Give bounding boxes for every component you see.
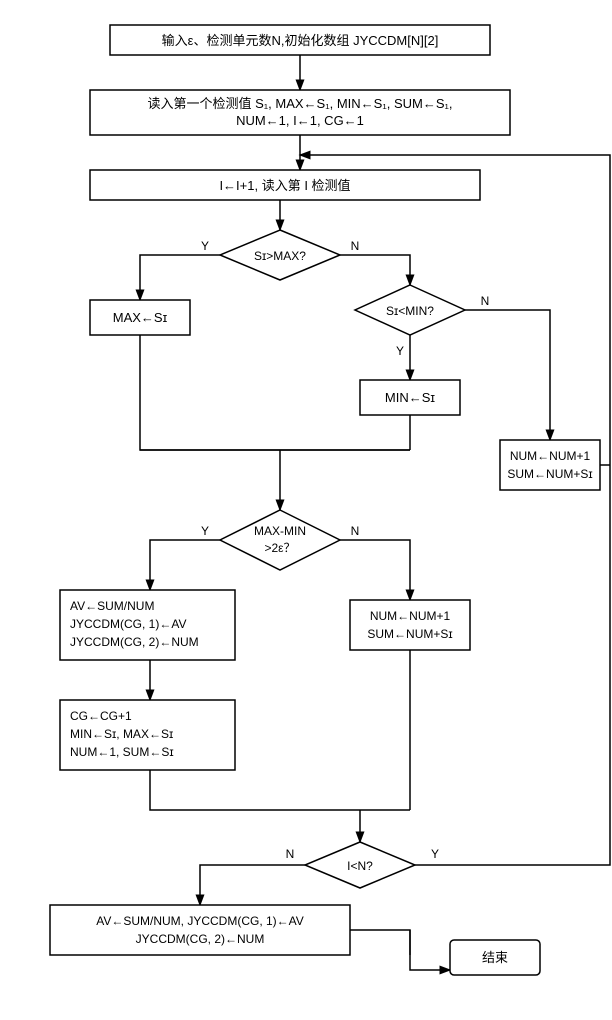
- node-final-t2: JYCCDM(CG, 2)←NUM: [136, 932, 265, 946]
- node-accum2: [350, 600, 470, 650]
- node-init-t1: 读入第一个检测值 S₁, MAX←S₁, MIN←S₁, SUM←S₁,: [147, 96, 452, 111]
- flowchart-canvas: 输入ε、检测单元数N,初始化数组 JYCCDM[N][2] 读入第一个检测值 S…: [10, 10, 612, 1010]
- node-max-text: MAX←Sɪ: [113, 310, 168, 325]
- label-n: N: [351, 239, 360, 253]
- node-end-text: 结束: [482, 950, 508, 965]
- label-y: Y: [201, 239, 209, 253]
- label-n3: N: [351, 524, 360, 538]
- node-final: [50, 905, 350, 955]
- node-read-text: I←I+1, 读入第 I 检测值: [219, 178, 350, 193]
- decision-range-t1: MAX-MIN: [254, 524, 306, 538]
- node-accum1-t1: NUM←NUM+1: [510, 449, 591, 463]
- decision-smax-text: Sɪ>MAX?: [254, 249, 306, 263]
- edge: [150, 770, 410, 810]
- decision-range: [220, 510, 340, 570]
- node-final-t1: AV←SUM/NUM, JYCCDM(CG, 1)←AV: [96, 914, 304, 928]
- edge: [150, 540, 220, 590]
- node-min-text: MIN←Sɪ: [385, 390, 436, 405]
- node-store-t3: JYCCDM(CG, 2)←NUM: [70, 635, 199, 649]
- edge: [200, 865, 305, 905]
- label-n2: N: [481, 294, 490, 308]
- node-reset-t2: MIN←Sɪ, MAX←Sɪ: [70, 727, 173, 741]
- edge: [350, 930, 450, 970]
- label-y4: Y: [431, 847, 439, 861]
- label-y3: Y: [201, 524, 209, 538]
- decision-range-t2: >2ε？: [264, 541, 295, 555]
- decision-smin-text: Sɪ<MIN?: [386, 304, 434, 318]
- node-accum1-t2: SUM←NUM+Sɪ: [507, 467, 592, 481]
- edge: [140, 255, 220, 300]
- node-store-t1: AV←SUM/NUM: [70, 599, 154, 613]
- edge: [340, 255, 410, 285]
- edge: [340, 540, 410, 600]
- node-accum1: [500, 440, 600, 490]
- node-input-text: 输入ε、检测单元数N,初始化数组 JYCCDM[N][2]: [162, 33, 439, 48]
- edge: [465, 310, 550, 440]
- node-accum2-t2: SUM←NUM+Sɪ: [367, 627, 452, 641]
- node-store-t2: JYCCDM(CG, 1)←AV: [70, 617, 186, 631]
- decision-loop-text: I<N?: [347, 859, 373, 873]
- node-accum2-t1: NUM←NUM+1: [370, 609, 451, 623]
- label-y2: Y: [396, 344, 404, 358]
- node-reset-t3: NUM←1, SUM←Sɪ: [70, 745, 174, 759]
- edge-loop: [300, 155, 610, 865]
- node-reset-t1: CG←CG+1: [70, 709, 132, 723]
- node-init-t2: NUM←1, I←1, CG←1: [236, 113, 364, 128]
- label-n4: N: [286, 847, 295, 861]
